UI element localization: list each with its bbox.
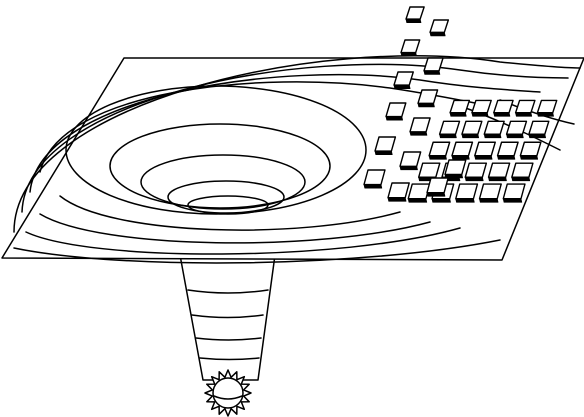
falling-tile <box>399 151 422 171</box>
grid-tile <box>464 162 488 182</box>
grid-tile <box>519 141 542 160</box>
falling-tile <box>363 169 386 189</box>
falling-tile <box>444 159 467 179</box>
grid-tile <box>502 183 526 203</box>
grid-tile <box>496 141 519 160</box>
grid-tile <box>455 183 479 203</box>
grid-tile <box>505 120 528 139</box>
grid-tile <box>449 99 471 117</box>
falling-tile <box>387 182 410 202</box>
grid-tile <box>487 162 511 182</box>
falling-tile <box>374 136 397 155</box>
grid-tile <box>536 99 558 117</box>
grid-tile <box>451 141 474 160</box>
grid-tile <box>471 99 492 117</box>
grid-tile <box>493 99 514 117</box>
grid-tile <box>478 183 502 203</box>
tile-grid <box>407 99 558 203</box>
falling-tile <box>423 57 444 75</box>
grid-tile <box>428 141 451 160</box>
falling-tile <box>393 71 414 89</box>
falling-tile <box>400 39 421 57</box>
falling-tile <box>429 19 450 37</box>
sun-icon <box>204 369 252 417</box>
funnel-throat <box>179 254 276 381</box>
falling-tile <box>385 102 407 121</box>
grid-tile <box>438 120 461 139</box>
falling-tile <box>409 117 431 136</box>
falling-tile <box>426 177 449 197</box>
grid-tile <box>474 141 496 160</box>
grid-tile <box>514 99 536 117</box>
falling-tile <box>417 89 439 108</box>
grid-tile <box>511 162 534 182</box>
grid-tile <box>407 183 431 203</box>
falling-tiles <box>363 6 467 202</box>
grid-tile <box>528 120 550 139</box>
grid-tile <box>483 120 505 139</box>
grid-tile <box>461 120 483 139</box>
falling-tile <box>405 6 425 24</box>
